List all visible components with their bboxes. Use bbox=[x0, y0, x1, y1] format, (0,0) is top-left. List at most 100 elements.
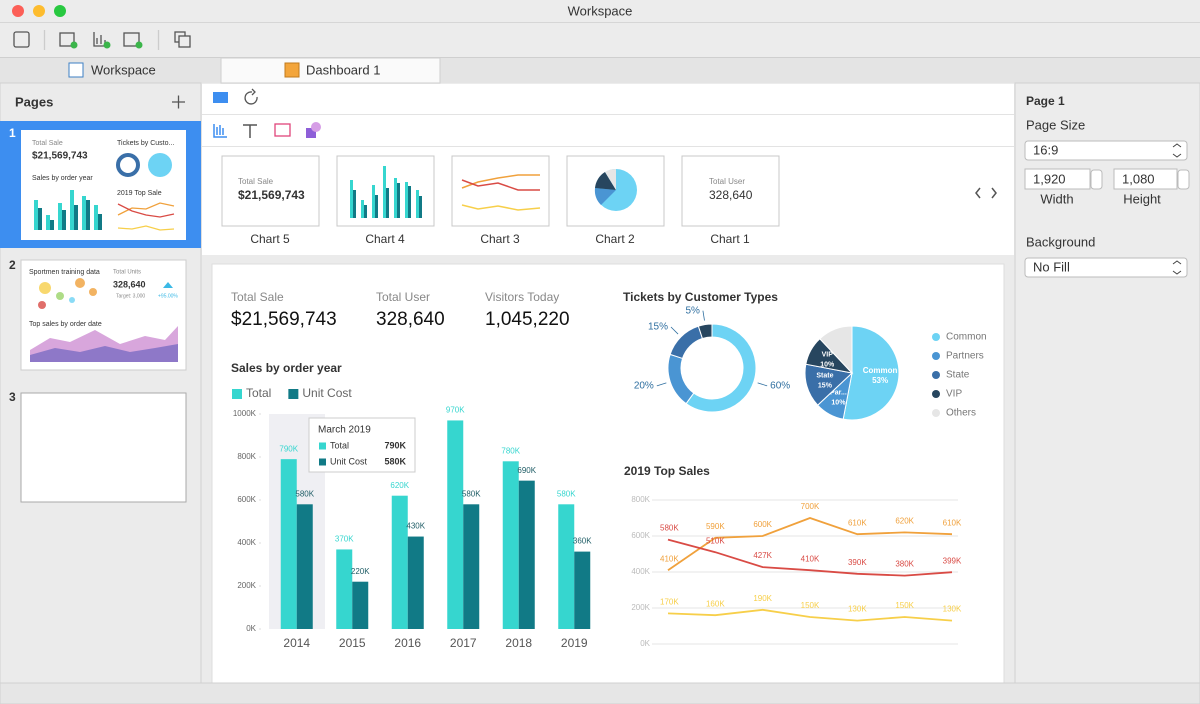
gallery-pie-slice bbox=[605, 168, 616, 190]
tooltip-title: March 2019 bbox=[318, 425, 371, 436]
add-page-button[interactable] bbox=[172, 95, 185, 109]
slice-value: 10% bbox=[820, 361, 835, 368]
tooltip-name: Total bbox=[330, 440, 349, 450]
stepper[interactable] bbox=[1090, 169, 1103, 190]
close-button[interactable] bbox=[12, 5, 24, 17]
value-label: 620K bbox=[390, 481, 409, 490]
bar bbox=[296, 504, 313, 629]
input-value: 1,920 bbox=[1033, 171, 1066, 186]
width-input[interactable] bbox=[1024, 168, 1091, 190]
save-icon[interactable] bbox=[13, 31, 30, 48]
value-label: 130K bbox=[848, 605, 867, 614]
legend-label: Unit Cost bbox=[302, 386, 352, 400]
kpi-label: Total User bbox=[376, 290, 430, 304]
thumb-text: +95.00% bbox=[158, 293, 178, 299]
gallery-item[interactable] bbox=[221, 155, 320, 227]
thumb-text: Top sales by order date bbox=[29, 321, 102, 328]
slice-value: 15% bbox=[818, 383, 833, 390]
y-tick-label: 0K bbox=[246, 624, 256, 633]
value-label: 20% bbox=[634, 381, 654, 392]
legend-label: State bbox=[946, 370, 970, 381]
value-label: 790K bbox=[279, 444, 298, 453]
value-label: 610K bbox=[943, 518, 962, 527]
y-tick-label: 600K bbox=[237, 495, 256, 504]
page-thumbnail[interactable] bbox=[20, 392, 187, 503]
value-label: 610K bbox=[848, 518, 867, 527]
field-label: Page Size bbox=[1026, 117, 1085, 132]
value-label: 690K bbox=[517, 466, 536, 475]
donut-segment bbox=[685, 323, 757, 413]
value-label: 620K bbox=[895, 517, 914, 526]
thumb-bubbles bbox=[38, 278, 97, 309]
add-data-icon[interactable] bbox=[59, 32, 75, 47]
insert-chart[interactable] bbox=[213, 124, 227, 138]
gallery-item[interactable] bbox=[681, 155, 780, 227]
gallery-item[interactable] bbox=[451, 155, 550, 227]
refresh-button[interactable] bbox=[244, 88, 258, 105]
insert-image[interactable] bbox=[274, 123, 291, 137]
value-label: 427K bbox=[753, 551, 772, 560]
value-label: 130K bbox=[943, 605, 962, 614]
legend-label: Total bbox=[246, 386, 271, 400]
height-input[interactable] bbox=[1113, 168, 1178, 190]
value-label: 380K bbox=[895, 560, 914, 569]
zoom-button[interactable] bbox=[54, 5, 66, 17]
stepper[interactable] bbox=[1177, 169, 1190, 190]
thumb-text: Tickets by Custo... bbox=[117, 140, 174, 147]
x-tick-label: 2017 bbox=[450, 636, 477, 650]
add-chart-icon[interactable] bbox=[93, 32, 108, 47]
legend-label: Others bbox=[946, 408, 976, 419]
background-select[interactable] bbox=[1024, 257, 1188, 278]
gallery-text: Total Sale bbox=[238, 177, 274, 186]
preview-button[interactable] bbox=[213, 92, 228, 103]
value-label: 370K bbox=[335, 535, 354, 544]
insert-shape[interactable] bbox=[306, 128, 316, 138]
thumb-text: 2019 Top Sale bbox=[117, 190, 162, 197]
tooltip-value: 580K bbox=[384, 456, 406, 466]
legend-swatch bbox=[232, 389, 242, 399]
bar bbox=[574, 551, 591, 629]
value-label: 60% bbox=[770, 381, 790, 392]
gallery-nav[interactable] bbox=[975, 187, 997, 199]
slice-label: Par... bbox=[830, 390, 847, 397]
legend-marker bbox=[932, 333, 940, 341]
value-label: 700K bbox=[801, 502, 820, 511]
thumb-text: Total Sale bbox=[32, 140, 63, 147]
gallery-label: Chart 1 bbox=[710, 232, 750, 246]
insert-text[interactable] bbox=[243, 124, 257, 138]
thumb-text: $21,569,743 bbox=[32, 151, 88, 162]
value-label: 170K bbox=[660, 598, 679, 607]
minimize-button[interactable] bbox=[33, 5, 45, 17]
chart-title: Sales by order year bbox=[231, 361, 342, 375]
input-value: 1,080 bbox=[1122, 171, 1155, 186]
slice-label: Common bbox=[863, 366, 898, 375]
thumb-pie bbox=[148, 153, 172, 177]
value-label: 410K bbox=[801, 554, 820, 563]
page-size-select[interactable] bbox=[1024, 140, 1188, 161]
value-label: 590K bbox=[706, 522, 725, 531]
thumb-arrow bbox=[163, 282, 173, 288]
y-tick-label: 800K bbox=[631, 495, 650, 504]
field-label: Background bbox=[1026, 234, 1095, 249]
legend-label: Common bbox=[946, 332, 987, 343]
kpi-value: $21,569,743 bbox=[231, 309, 337, 330]
value-label: 410K bbox=[660, 554, 679, 563]
tab-label[interactable]: Dashboard 1 bbox=[306, 62, 380, 77]
slice-value: 53% bbox=[872, 376, 888, 385]
field-label: Width bbox=[1040, 191, 1073, 206]
panel-title: Page 1 bbox=[1026, 94, 1065, 108]
add-page-icon[interactable] bbox=[123, 32, 140, 47]
bar bbox=[280, 459, 297, 629]
gallery-text: 328,640 bbox=[709, 188, 753, 202]
tab-label[interactable]: Workspace bbox=[91, 62, 156, 77]
bar bbox=[336, 549, 353, 629]
value-label: 510K bbox=[706, 536, 725, 545]
kpi-label: Visitors Today bbox=[485, 290, 559, 304]
page-number: 3 bbox=[9, 390, 16, 404]
legend-marker bbox=[932, 409, 940, 417]
legend-swatch bbox=[288, 389, 299, 399]
bar bbox=[502, 461, 519, 629]
value-label: 580K bbox=[295, 489, 314, 498]
tab-active[interactable] bbox=[220, 57, 441, 84]
